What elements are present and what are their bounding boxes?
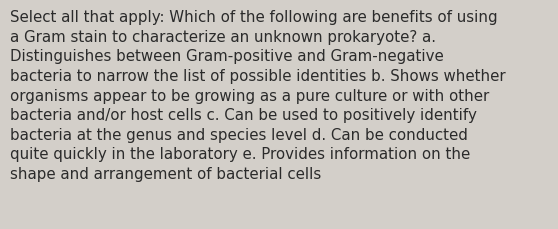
Text: Select all that apply: Which of the following are benefits of using
a Gram stain: Select all that apply: Which of the foll…	[10, 10, 506, 181]
